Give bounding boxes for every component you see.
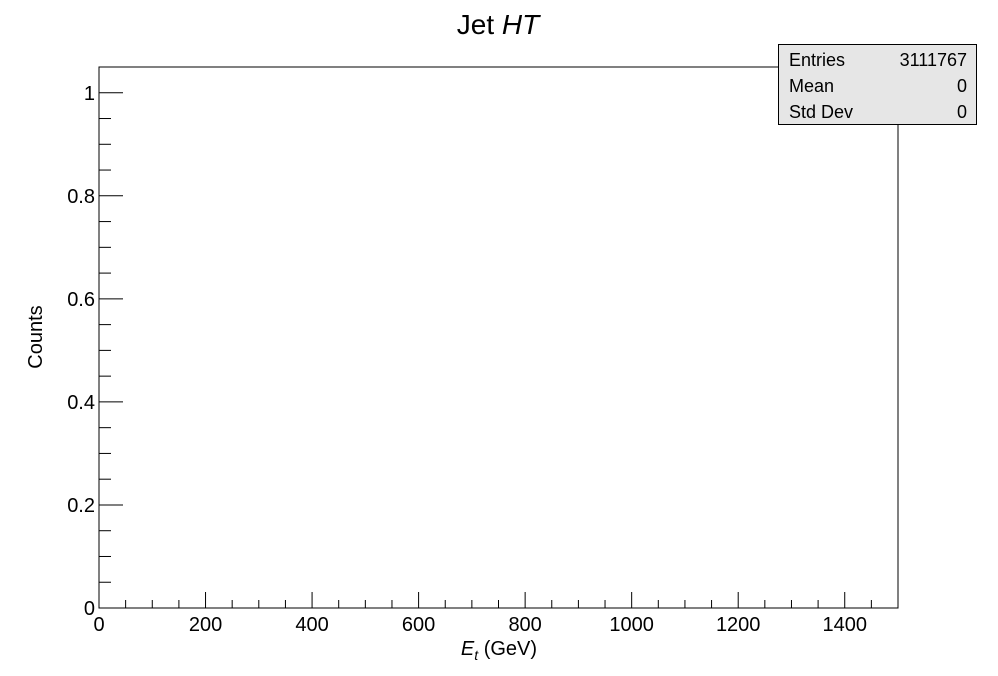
stats-value: 3111767 — [899, 50, 967, 70]
stats-box: Entries 3111767 Mean 0 Std Dev 0 — [778, 44, 977, 125]
x-tick-label: 800 — [508, 614, 541, 636]
y-axis-label: Counts — [25, 305, 47, 368]
y-axis-tick-labels: 0 0.2 0.4 0.6 0.8 1 — [67, 83, 95, 620]
x-tick-label: 0 — [93, 614, 104, 636]
x-tick-label: 1200 — [716, 614, 761, 636]
y-tick-label: 0.8 — [67, 186, 95, 208]
stats-row-entries: Entries 3111767 — [779, 47, 976, 73]
stats-label: Std Dev — [789, 102, 854, 122]
x-tick-label: 400 — [295, 614, 328, 636]
plot-frame — [98, 66, 899, 609]
x-tick-label: 200 — [189, 614, 222, 636]
chart-title-italic: HT — [502, 9, 541, 40]
x-axis-label-suffix: (GeV) — [478, 638, 537, 660]
y-tick-label: 1 — [84, 83, 95, 105]
y-tick-label: 0.2 — [67, 495, 95, 517]
y-axis-ticks — [99, 66, 123, 609]
x-tick-label: 1400 — [822, 614, 867, 636]
x-tick-label: 1000 — [609, 614, 654, 636]
x-axis-tick-labels: 0 200 400 600 800 1000 1200 1400 — [93, 614, 867, 636]
x-axis-label: Et (GeV) — [461, 638, 537, 663]
stats-label: Entries — [789, 50, 846, 70]
stats-value: 0 — [956, 76, 967, 96]
chart-title-prefix: Jet — [457, 9, 502, 40]
x-axis-label-sub: t — [474, 647, 479, 663]
stats-row-std-dev: Std Dev 0 — [779, 99, 976, 125]
chart-title: Jet HT — [457, 9, 541, 40]
x-axis-ticks — [98, 592, 899, 608]
y-tick-label: 0.6 — [67, 289, 95, 311]
y-tick-label: 0 — [84, 598, 95, 620]
stats-label: Mean — [789, 76, 835, 96]
x-tick-label: 600 — [402, 614, 435, 636]
stats-row-mean: Mean 0 — [779, 73, 976, 99]
stats-value: 0 — [956, 102, 967, 122]
x-axis-label-main: E — [461, 638, 475, 660]
y-tick-label: 0.4 — [67, 392, 95, 414]
